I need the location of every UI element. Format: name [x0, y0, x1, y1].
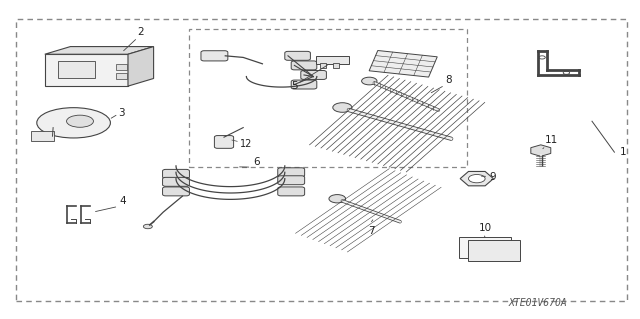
Polygon shape — [45, 47, 154, 54]
Text: 2: 2 — [138, 27, 144, 37]
Text: XTE01V670A: XTE01V670A — [508, 298, 567, 308]
Circle shape — [333, 103, 352, 112]
Text: 3: 3 — [118, 108, 125, 118]
Circle shape — [468, 174, 485, 183]
Text: 6: 6 — [253, 157, 259, 167]
Text: 4: 4 — [120, 196, 126, 206]
FancyBboxPatch shape — [278, 168, 305, 177]
FancyBboxPatch shape — [163, 177, 189, 186]
Circle shape — [362, 77, 377, 85]
Bar — [116, 73, 127, 79]
Ellipse shape — [67, 115, 93, 127]
Bar — [58, 61, 95, 78]
FancyBboxPatch shape — [459, 237, 511, 258]
Text: 12: 12 — [240, 139, 252, 149]
Bar — [320, 63, 326, 68]
Text: 10: 10 — [479, 223, 492, 233]
Text: 1: 1 — [620, 146, 626, 157]
FancyBboxPatch shape — [291, 61, 317, 70]
Text: 8: 8 — [445, 75, 451, 85]
Ellipse shape — [563, 71, 570, 74]
Bar — [16, 19, 627, 301]
FancyBboxPatch shape — [278, 187, 305, 196]
Ellipse shape — [539, 56, 545, 59]
Circle shape — [143, 224, 152, 229]
Text: 7: 7 — [368, 226, 374, 236]
FancyBboxPatch shape — [163, 169, 189, 178]
Bar — [333, 63, 339, 68]
FancyBboxPatch shape — [316, 56, 349, 64]
Text: 9: 9 — [490, 172, 496, 182]
FancyBboxPatch shape — [214, 136, 234, 148]
Ellipse shape — [37, 108, 111, 138]
Text: 5: 5 — [291, 81, 298, 91]
FancyBboxPatch shape — [285, 51, 310, 60]
FancyBboxPatch shape — [468, 240, 520, 261]
Bar — [189, 29, 467, 167]
Circle shape — [329, 195, 346, 203]
FancyBboxPatch shape — [278, 176, 305, 185]
FancyBboxPatch shape — [301, 70, 326, 79]
Polygon shape — [369, 50, 437, 77]
Polygon shape — [128, 47, 154, 86]
Text: 11: 11 — [545, 135, 559, 145]
FancyBboxPatch shape — [291, 80, 317, 89]
FancyBboxPatch shape — [163, 187, 189, 196]
Bar — [116, 64, 127, 70]
FancyBboxPatch shape — [201, 51, 228, 61]
Polygon shape — [45, 54, 128, 86]
FancyBboxPatch shape — [31, 131, 54, 141]
